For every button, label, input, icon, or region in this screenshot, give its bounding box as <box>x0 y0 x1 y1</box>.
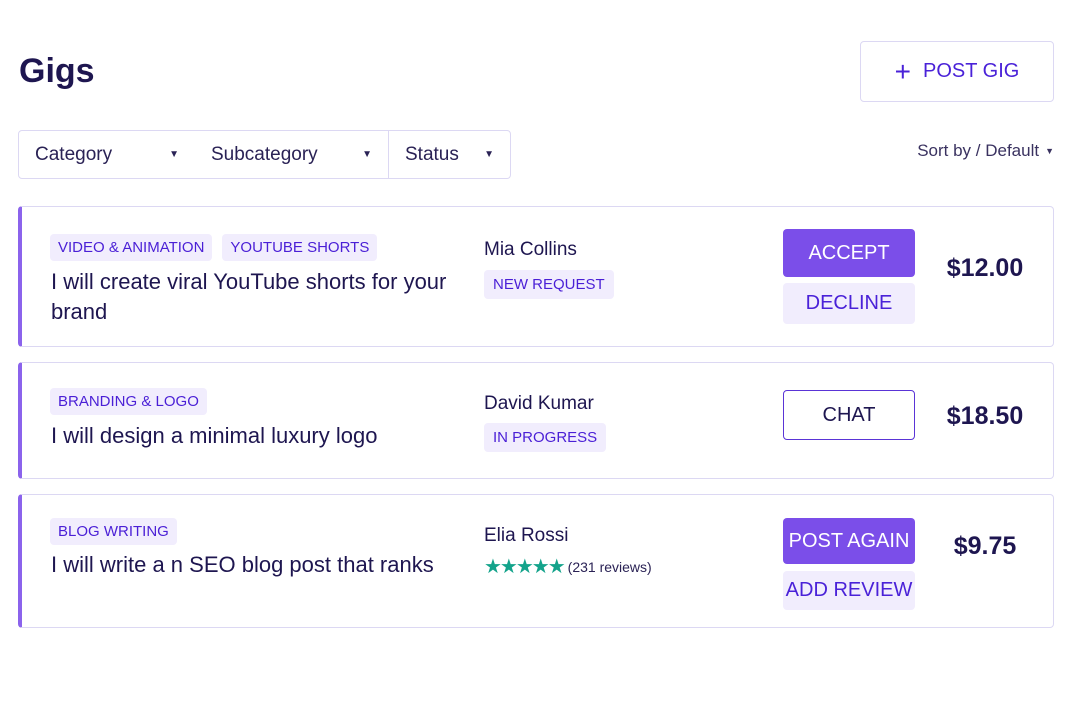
caret-down-icon: ▼ <box>362 149 372 160</box>
status-badge: NEW REQUEST <box>484 270 614 299</box>
caret-down-icon: ▼ <box>169 149 179 160</box>
accept-button[interactable]: ACCEPT <box>783 229 915 277</box>
buyer-name: David Kumar <box>484 393 594 414</box>
chat-button[interactable]: CHAT <box>783 390 915 440</box>
status-filter[interactable]: Status ▼ <box>389 131 510 178</box>
gig-price: $18.50 <box>946 402 1024 430</box>
subcategory-filter[interactable]: Subcategory ▼ <box>195 131 389 178</box>
subcategory-filter-label: Subcategory <box>211 143 318 165</box>
status-filter-label: Status <box>405 143 459 165</box>
star-rating-icon: ★★★★★ <box>484 556 566 578</box>
sort-dropdown[interactable]: Sort by / Default ▼ <box>917 141 1054 161</box>
caret-down-icon: ▼ <box>484 149 494 160</box>
gig-title[interactable]: I will write a n SEO blog post that rank… <box>51 552 434 577</box>
gig-price: $12.00 <box>946 254 1024 282</box>
filter-bar: Category ▼ Subcategory ▼ Status ▼ <box>18 130 511 179</box>
category-tag: BLOG WRITING <box>50 518 177 545</box>
gig-title[interactable]: I will design a minimal luxury logo <box>51 423 378 448</box>
gig-price: $9.75 <box>953 532 1017 560</box>
rating: ★★★★★ (231 reviews) <box>484 554 652 579</box>
category-tag: VIDEO & ANIMATION <box>50 234 213 261</box>
page-title: Gigs <box>19 52 95 90</box>
post-gig-button[interactable]: + POST GIG <box>860 41 1054 102</box>
review-count[interactable]: (231 reviews) <box>567 558 652 575</box>
buyer-name: Elia Rossi <box>484 525 569 546</box>
gig-card: BLOG WRITING I will write a n SEO blog p… <box>18 494 1054 628</box>
post-again-button[interactable]: POST AGAIN <box>783 518 915 564</box>
buyer-name: Mia Collins <box>484 239 577 260</box>
sort-label: Sort by / Default <box>917 141 1040 160</box>
gig-title[interactable]: I will create viral YouTube shorts for y… <box>51 269 447 324</box>
gig-card: BRANDING & LOGO I will design a minimal … <box>18 362 1054 479</box>
gig-card: VIDEO & ANIMATION YOUTUBE SHORTS I will … <box>18 206 1054 347</box>
decline-button[interactable]: DECLINE <box>783 283 915 324</box>
category-filter-label: Category <box>35 143 113 165</box>
category-tag: BRANDING & LOGO <box>50 388 207 415</box>
category-filter[interactable]: Category ▼ <box>19 131 195 178</box>
plus-icon: + <box>894 55 912 87</box>
add-review-button[interactable]: ADD REVIEW <box>783 571 915 610</box>
post-gig-label: POST GIG <box>923 60 1020 82</box>
caret-down-icon: ▼ <box>1045 146 1054 156</box>
subcategory-tag: YOUTUBE SHORTS <box>222 234 378 261</box>
status-badge: IN PROGRESS <box>484 423 607 452</box>
